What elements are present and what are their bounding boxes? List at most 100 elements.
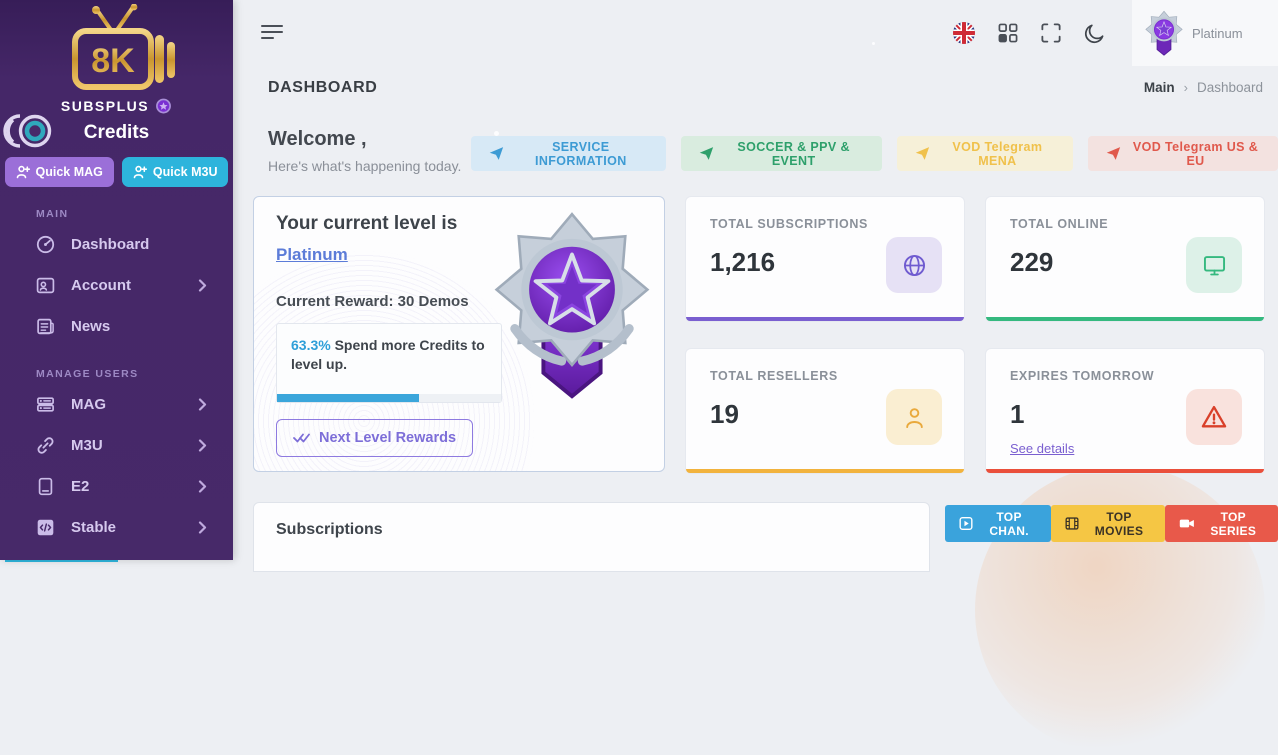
level-card-title: Your current level is [276, 213, 458, 234]
level-progress-box: 63.3% Spend more Credits to level up. [276, 323, 502, 403]
telegram-plane-icon [489, 147, 504, 160]
top-button-label: TOP MOVIES [1094, 509, 1144, 538]
sidebar-item-stable[interactable]: Stable [0, 507, 233, 548]
vod-telegram-us-eu-button[interactable]: VOD Telegram US & EU [1088, 136, 1278, 171]
telegram-plane-icon [915, 147, 929, 160]
stat-label: TOTAL RESELLERS [710, 369, 838, 383]
sidebar-item-dashboard[interactable]: Dashboard [0, 224, 233, 265]
quick-mag-button[interactable]: Quick MAG [4, 157, 114, 187]
sidebar-item-label: M3U [71, 437, 103, 454]
service-information-button[interactable]: SERVICE INFORMATION [471, 136, 666, 171]
user-menu[interactable]: Platinum [1132, 0, 1278, 66]
sidebar-item-news[interactable]: News [0, 306, 233, 347]
account-icon [36, 277, 55, 294]
telegram-action-buttons: SERVICE INFORMATION SOCCER & PPV & EVENT… [471, 136, 1278, 171]
moon-dark-mode-icon[interactable] [1084, 23, 1105, 44]
sidebar-item-label: Account [71, 277, 131, 294]
welcome-subtitle: Here's what's happening today. [268, 158, 462, 174]
current-reward-text: Current Reward: 30 Demos [276, 293, 469, 310]
stat-value: 1 [1010, 399, 1025, 429]
sidebar-item-e2[interactable]: E2 [0, 466, 233, 507]
stat-card-total-resellers: TOTAL RESELLERS 19 [685, 348, 965, 474]
stat-label: EXPIRES TOMORROW [1010, 369, 1155, 383]
breadcrumb: Main › Dashboard [1144, 80, 1263, 95]
breadcrumb-chevron-icon: › [1183, 80, 1188, 95]
person-plus-icon [133, 165, 147, 179]
stat-icon-box [1186, 237, 1242, 293]
sidebar-item-account[interactable]: Account [0, 265, 233, 306]
quick-m3u-label: Quick M3U [152, 165, 218, 179]
breadcrumb-root[interactable]: Main [1143, 80, 1175, 95]
top-series-button[interactable]: TOP SERIES [1164, 505, 1278, 542]
progress-percent: 63.3% [291, 337, 331, 353]
see-details-link[interactable]: See details [1010, 441, 1075, 456]
uk-flag-icon[interactable] [953, 22, 975, 44]
progress-track [277, 394, 501, 402]
gem-badge-icon [156, 98, 172, 114]
sparkle [872, 42, 875, 45]
stat-label: TOTAL ONLINE [1010, 217, 1109, 231]
subscriptions-panel: Subscriptions [253, 502, 930, 572]
stat-icon-box [886, 389, 942, 445]
reseller-person-icon [905, 407, 923, 428]
sidebar-item-m3u[interactable]: M3U [0, 425, 233, 466]
sidebar: 8K SUBSPLUS Credits Quick MAG [0, 0, 233, 560]
film-icon [1065, 517, 1079, 530]
stat-card-total-online: TOTAL ONLINE 229 [985, 196, 1265, 322]
breadcrumb-current: Dashboard [1196, 80, 1263, 95]
sidebar-item-label: MAG [71, 396, 106, 413]
sidebar-item-mag[interactable]: MAG [0, 384, 233, 425]
soccer-ppv-event-button[interactable]: SOCCER & PPV & EVENT [680, 136, 882, 171]
play-square-icon [959, 516, 973, 531]
vod-telegram-mena-button[interactable]: VOD Telegram MENA [896, 136, 1074, 171]
platinum-medal-icon [494, 212, 650, 399]
top-button-label: TOP CHAN. [989, 509, 1029, 538]
chevron-right-icon [198, 279, 207, 292]
sidebar-item-label: News [71, 318, 111, 335]
level-link[interactable]: Platinum [276, 245, 348, 264]
stat-accent-bar [986, 469, 1264, 473]
stat-value: 1,216 [710, 247, 776, 277]
sparkle [494, 131, 499, 136]
chevron-right-icon [198, 480, 207, 493]
action-button-label: SERVICE INFORMATION [534, 139, 627, 168]
topbar-icons [953, 0, 1105, 66]
quick-m3u-button[interactable]: Quick M3U [121, 157, 229, 187]
credits-row: Credits [0, 114, 233, 148]
code-icon [37, 519, 54, 536]
warning-triangle-icon [1201, 405, 1227, 428]
welcome-title: Welcome , [268, 128, 367, 150]
chevron-right-icon [198, 521, 207, 534]
next-level-rewards-label: Next Level Rewards [319, 430, 457, 446]
device-icon [38, 477, 53, 496]
logo-text: 8K [91, 42, 135, 80]
progress-text: 63.3% Spend more Credits to level up. [291, 336, 487, 374]
app-logo[interactable]: 8K [0, 0, 233, 101]
stat-icon-box [1186, 389, 1242, 445]
top-button-label: TOP SERIES [1210, 509, 1257, 538]
mag-box-icon [37, 397, 54, 412]
current-level-card: Your current level is Platinum Current R… [253, 196, 665, 472]
next-level-rewards-button[interactable]: Next Level Rewards [276, 419, 474, 457]
video-camera-icon [1179, 519, 1194, 528]
grid-apps-icon[interactable] [998, 23, 1018, 43]
globe-icon [903, 254, 925, 276]
page-title: DASHBOARD [268, 79, 378, 96]
hamburger-menu-icon[interactable] [261, 25, 283, 43]
news-icon [37, 318, 54, 335]
top-buttons-row: TOP CHAN. TOP MOVIES TOP SERIES [945, 505, 1278, 542]
coins-icon [3, 114, 52, 148]
dashboard-icon [36, 235, 55, 254]
progress-message: Spend more Credits to level up. [291, 337, 485, 372]
top-channels-button[interactable]: TOP CHAN. [945, 505, 1052, 542]
stat-accent-bar [986, 317, 1264, 321]
credits-label: Credits [83, 122, 150, 143]
fullscreen-icon[interactable] [1041, 23, 1061, 43]
stat-value: 19 [710, 399, 739, 429]
stat-value: 229 [1010, 247, 1054, 277]
sidebar-item-label: E2 [71, 478, 90, 495]
top-movies-button[interactable]: TOP MOVIES [1051, 505, 1165, 542]
quick-mag-label: Quick MAG [35, 165, 103, 179]
brand-name: SUBSPLUS [60, 98, 150, 114]
action-button-label: SOCCER & PPV & EVENT [737, 139, 850, 168]
